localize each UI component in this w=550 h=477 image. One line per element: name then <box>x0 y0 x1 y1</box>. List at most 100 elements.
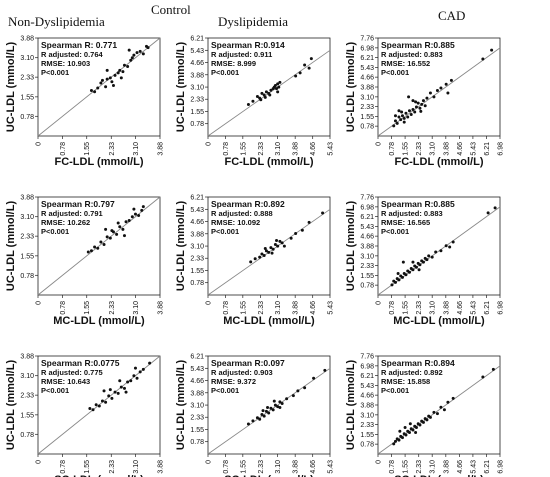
y-tick-label: 5.43 <box>360 65 374 72</box>
data-point <box>118 379 122 383</box>
x-tick-label: 2.33 <box>258 301 265 315</box>
x-tick-label: 3.88 <box>443 460 450 474</box>
data-point <box>126 380 130 384</box>
data-point <box>135 376 139 380</box>
y-tick-label: 6.98 <box>360 45 374 52</box>
data-point <box>442 408 446 412</box>
data-point <box>400 275 404 279</box>
x-tick-label: 2.33 <box>416 142 423 156</box>
data-point <box>249 260 253 264</box>
column-heading-non-dyslipidemia: Non-Dyslipidemia <box>8 14 105 29</box>
stat-annotation: Spearman R:0.797 <box>41 199 115 209</box>
data-point <box>451 396 455 400</box>
data-point <box>111 83 115 87</box>
x-axis-label: FC-LDL (mmol/L) <box>394 156 483 168</box>
data-point <box>121 70 125 74</box>
data-point <box>140 208 144 212</box>
data-point <box>246 422 250 426</box>
stat-annotation: RMSE: 10.903 <box>41 59 90 68</box>
x-tick-label: 3.88 <box>293 460 300 474</box>
data-point <box>428 415 432 419</box>
data-point <box>124 390 128 394</box>
y-tick-label: 3.10 <box>360 412 374 419</box>
y-tick-label: 6.98 <box>360 204 374 211</box>
data-point <box>411 107 415 111</box>
y-tick-label: 3.10 <box>20 373 34 380</box>
y-tick-label: 5.43 <box>190 366 204 373</box>
data-point <box>417 268 421 272</box>
data-point <box>275 87 279 91</box>
data-point <box>423 104 427 108</box>
data-point <box>99 81 103 85</box>
data-point <box>96 86 100 90</box>
x-tick-label: 3.88 <box>443 142 450 156</box>
stat-annotation: R adjusted: 0.775 <box>41 368 103 377</box>
y-axis-label: UC-LDL (mmol/L) <box>175 201 187 292</box>
data-point <box>105 68 109 72</box>
y-axis-label: UC-LDL (mmol/L) <box>175 42 187 133</box>
data-point <box>407 109 411 113</box>
stat-annotation: R adjusted: 0.883 <box>381 50 443 59</box>
data-point <box>303 386 307 390</box>
x-tick-label: 0.78 <box>223 460 230 474</box>
x-tick-label: 1.55 <box>84 301 91 315</box>
data-point <box>97 404 101 408</box>
data-point <box>115 232 119 236</box>
y-tick-label: 2.33 <box>190 97 204 104</box>
data-point <box>258 417 262 421</box>
scatter-panel: 0 0.78 1.55 2.33 3.10 3.88 4.66 5.43 0.78 1.55 2.3… <box>175 36 335 169</box>
stat-annotation: P<0.001 <box>41 227 69 236</box>
x-tick-label: 1.55 <box>403 301 410 315</box>
data-point <box>108 236 112 240</box>
y-tick-label: 6.21 <box>190 354 204 361</box>
data-point <box>411 99 415 103</box>
data-point <box>110 229 114 233</box>
y-axis-label: UC-LDL (mmol/L) <box>345 42 357 133</box>
data-point <box>122 63 126 67</box>
stat-annotation: RMSE: 10.262 <box>41 218 90 227</box>
x-tick-label: 4.66 <box>310 142 317 156</box>
data-point <box>434 250 438 254</box>
x-tick-label: 0 <box>206 301 213 305</box>
data-point <box>420 102 424 106</box>
data-point <box>321 211 325 215</box>
stat-annotation: P<0.001 <box>211 386 239 395</box>
data-point <box>137 213 141 217</box>
y-tick-label: 2.33 <box>360 422 374 429</box>
data-point <box>132 53 136 57</box>
data-point <box>105 235 109 239</box>
x-tick-label: 1.55 <box>240 460 247 474</box>
data-point <box>251 99 255 103</box>
x-tick-label: 0.78 <box>389 301 396 315</box>
data-point <box>132 374 136 378</box>
x-tick-label: 3.88 <box>158 142 165 156</box>
data-point <box>122 386 126 390</box>
data-point <box>102 242 106 246</box>
stat-annotation: R adjusted: 0.888 <box>211 209 273 218</box>
x-tick-label: 0.78 <box>60 301 67 315</box>
x-tick-label: 2.33 <box>109 142 116 156</box>
x-tick-label: 5.43 <box>328 460 335 474</box>
data-point <box>407 95 411 99</box>
x-axis-label: FC-LDL (mmol/L) <box>224 156 313 168</box>
x-tick-label: 0.78 <box>60 142 67 156</box>
data-point <box>255 95 259 99</box>
scatter-panel: 0 0.78 1.55 2.33 3.10 3.88 4.66 5.43 0.78 1.55 2.3… <box>175 354 335 477</box>
y-axis-label: UC-LDL (mmol/L) <box>175 360 187 451</box>
data-point <box>130 215 134 219</box>
data-point <box>408 422 412 426</box>
data-point <box>425 418 429 422</box>
data-point <box>110 80 114 84</box>
y-tick-label: 4.66 <box>190 378 204 385</box>
data-point <box>264 249 268 253</box>
y-tick-label: 6.98 <box>360 363 374 370</box>
x-tick-label: 4.66 <box>310 301 317 315</box>
data-point <box>127 218 131 222</box>
scatter-panel: 0 0.78 1.55 2.33 3.10 3.88 4.66 5.43 6.21 6.98 0.7… <box>345 36 505 169</box>
x-tick-label: 6.98 <box>498 301 505 315</box>
data-point <box>407 270 411 274</box>
data-point <box>294 231 298 235</box>
data-point <box>263 246 267 250</box>
stat-annotation: RMSE: 15.858 <box>381 377 430 386</box>
plot-frame <box>207 37 331 137</box>
